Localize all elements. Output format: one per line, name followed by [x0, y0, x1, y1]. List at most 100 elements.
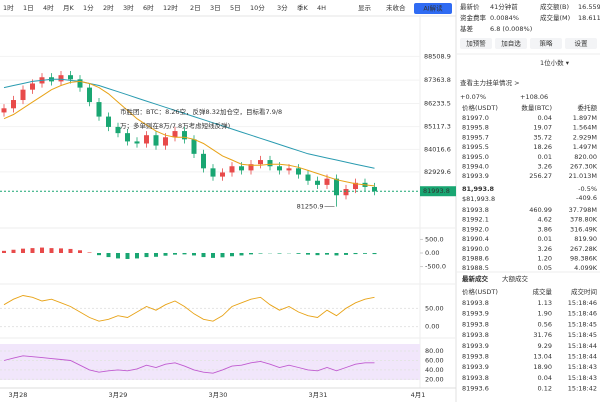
candle-body	[286, 168, 292, 171]
macd-bar	[68, 248, 73, 253]
candle-body	[220, 172, 225, 177]
ask-cell: 3.26	[538, 163, 552, 171]
macd-bar	[296, 253, 301, 254]
ask-cell: 820.00	[574, 153, 597, 161]
action-label[interactable]: 策略	[540, 39, 554, 48]
change-pct: +0.07%	[460, 93, 486, 101]
ask-cell: 21.013M	[569, 172, 597, 180]
candle-body	[153, 135, 159, 146]
mid-usd: $81,993.8	[462, 195, 495, 203]
interval-tab[interactable]: 1日	[23, 4, 34, 12]
indicator-line	[3, 355, 375, 374]
action-label[interactable]: 加自选	[501, 39, 521, 48]
trade-cell: 81993.8	[462, 320, 489, 328]
candle-body	[144, 135, 149, 144]
action-button[interactable]	[495, 38, 527, 49]
macd-bar	[30, 248, 35, 253]
column-header: 数量(BTC)	[521, 103, 552, 112]
interval-tab[interactable]: 季K	[297, 3, 309, 12]
low-marker-label: 81250.9	[297, 203, 324, 211]
candle-body	[77, 79, 83, 88]
precision-select[interactable]: 1位小数 ▾	[540, 58, 570, 67]
ask-cell: 0.01	[538, 153, 552, 161]
bid-cell: 0.01	[538, 235, 552, 243]
trade-cell: 81993.8	[462, 331, 489, 339]
candle-body	[87, 87, 92, 103]
whale-link[interactable]: 查看主力挂单情况 >	[460, 78, 520, 87]
candle-body	[115, 126, 121, 134]
candle-body	[267, 160, 273, 167]
annotation: 万；多单则在8万/7.8万考虑短线反弹)	[120, 121, 230, 130]
interval-tab[interactable]: 3日	[210, 4, 221, 12]
ai-button[interactable]	[414, 3, 452, 14]
trade-cell: 15:18:44	[568, 353, 597, 361]
ask-cell: 81994.0	[462, 163, 489, 171]
ask-cell: 2.929M	[573, 133, 597, 141]
trade-cell: 13.04	[533, 353, 552, 361]
candle-body	[229, 166, 235, 173]
macd-bar	[78, 250, 82, 253]
macd-bar	[154, 253, 158, 257]
candle-body	[334, 178, 339, 196]
action-button[interactable]	[460, 38, 492, 49]
macd-bar	[306, 253, 310, 255]
trade-cell: 81993.9	[462, 363, 489, 371]
indicator-axis-label: 60.00	[425, 356, 444, 364]
ticker-field: 6.8 (0.008%)	[490, 25, 532, 33]
interval-tab[interactable]: 12时	[163, 3, 178, 12]
interval-tab[interactable]: 1时	[3, 3, 14, 12]
candle-body	[201, 153, 206, 169]
ai-label[interactable]: AI解读	[423, 4, 443, 13]
macd-bar	[125, 253, 130, 259]
action-button[interactable]	[565, 38, 597, 49]
trade-cell: 15:18:44	[568, 342, 597, 350]
indicator-axis-label: 0.00	[425, 249, 439, 257]
action-button[interactable]	[530, 38, 562, 49]
candle-body	[182, 131, 187, 140]
bid-cell: 37.798M	[569, 206, 597, 214]
macd-bar	[315, 253, 320, 256]
column-header: 价格(USDT)	[462, 287, 498, 296]
bid-cell: 316.49K	[570, 225, 598, 233]
unclosed-toggle[interactable]: 未收合	[386, 3, 406, 12]
ask-cell: 256.27	[529, 172, 552, 180]
interval-tab[interactable]: 3分	[277, 3, 288, 12]
macd-bar	[116, 253, 120, 259]
candle-body	[191, 139, 197, 154]
macd-bar	[144, 253, 149, 258]
bid-cell: 98.386K	[570, 255, 598, 263]
trades-tab[interactable]: 大额成交	[502, 274, 529, 283]
interval-tab[interactable]: 2时	[103, 3, 114, 12]
column-header: 成交量	[533, 287, 553, 296]
interval-tab[interactable]: 10分	[250, 3, 265, 12]
bid-cell: 4.099K	[574, 264, 598, 272]
ticker-field: 0.0084%	[490, 14, 519, 22]
action-label[interactable]: 加预警	[466, 39, 486, 48]
interval-tab[interactable]: 6时	[143, 3, 154, 12]
interval-tab[interactable]: 3时	[123, 3, 134, 12]
candle-body	[239, 166, 244, 171]
trades-tab[interactable]: 最新成交	[462, 274, 489, 283]
trade-cell: 1.13	[538, 299, 552, 307]
candle-body	[324, 178, 330, 185]
interval-tab[interactable]: 4时	[43, 3, 54, 12]
price-axis-label: 87363.8	[424, 76, 451, 84]
candle-body	[11, 100, 16, 109]
ticker-field: 18.611亿	[578, 13, 600, 22]
trade-cell: 81993.8	[462, 299, 489, 307]
interval-tab[interactable]: 月K	[63, 4, 75, 12]
interval-tab[interactable]: 4H	[317, 4, 326, 12]
display-toggle[interactable]: 显示	[358, 4, 372, 12]
interval-tab[interactable]: 5日	[230, 4, 241, 12]
macd-bar	[11, 249, 16, 253]
trade-cell: 15:18:45	[568, 331, 597, 339]
macd-bar	[173, 253, 177, 255]
ticker-field: 基差	[460, 24, 474, 33]
interval-tab[interactable]: 1分	[83, 3, 94, 12]
interval-tab[interactable]: 2日	[190, 4, 201, 12]
macd-bar	[220, 253, 225, 258]
candle-body	[353, 182, 358, 190]
trade-cell: 0.12	[538, 385, 552, 393]
macd-bar	[40, 247, 44, 253]
action-label[interactable]: 设置	[575, 39, 589, 48]
